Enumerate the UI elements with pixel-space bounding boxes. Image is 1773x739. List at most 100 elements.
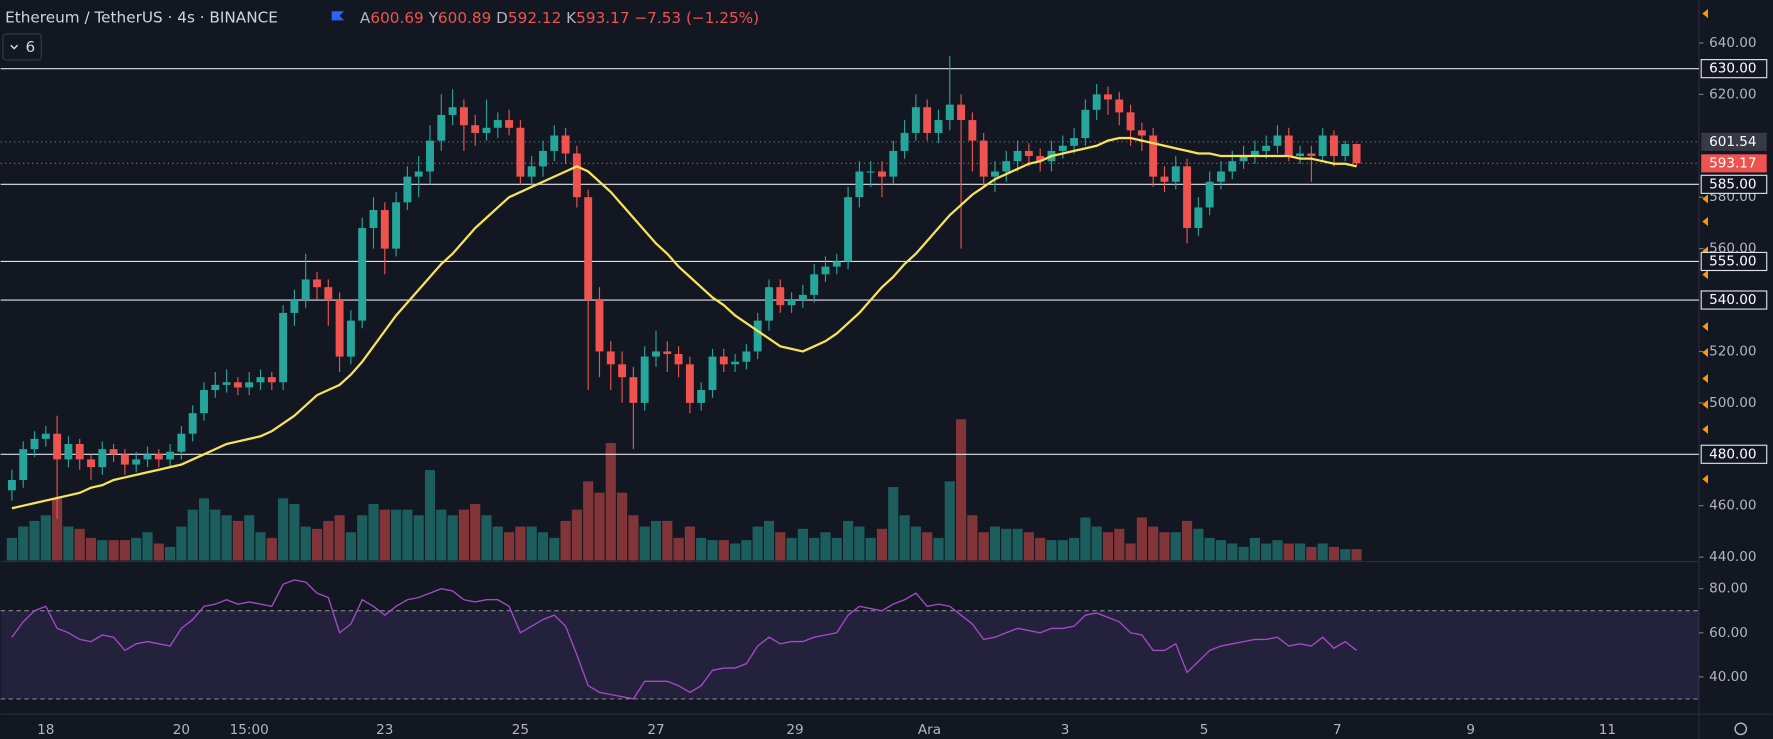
flag-icon <box>331 11 345 21</box>
volume-bar <box>899 515 910 561</box>
volume-bar <box>63 526 74 561</box>
change-value: −7.53 (−1.25%) <box>634 9 759 27</box>
candle-body <box>7 479 16 491</box>
volume-bar <box>413 515 424 561</box>
candle-body <box>855 171 864 198</box>
candle-body <box>561 135 570 154</box>
candle-body <box>685 364 694 403</box>
rsi-tick-label: 60.00 <box>1709 625 1748 641</box>
volume-bar <box>1294 543 1306 561</box>
candle-body <box>618 364 627 378</box>
volume-bar <box>978 532 989 561</box>
volume-bar <box>255 532 266 561</box>
candle-body <box>1330 135 1338 157</box>
volume-bar <box>820 532 831 561</box>
level-label: 480.00 <box>1709 446 1756 462</box>
x-tick-label: 29 <box>786 722 803 738</box>
volume-bar <box>1091 526 1102 561</box>
volume-bar <box>1238 546 1249 561</box>
candle-body <box>87 459 95 468</box>
close-label: K <box>566 9 577 27</box>
rsi-tick-label: 80.00 <box>1709 581 1748 597</box>
candle-body <box>188 413 197 434</box>
volume-bar <box>933 537 944 561</box>
volume-bar <box>492 526 503 561</box>
candle-body <box>527 166 536 177</box>
x-tick-label: 18 <box>37 722 54 738</box>
volume-bar <box>311 528 323 561</box>
candle-body <box>539 150 547 167</box>
candle-body <box>1228 161 1237 172</box>
volume-bar <box>1046 540 1057 561</box>
candle-body <box>900 132 909 151</box>
candle-body <box>844 197 853 262</box>
candle-body <box>629 377 638 403</box>
candle-body <box>1104 94 1112 100</box>
high-label: Y <box>428 9 439 27</box>
volume-bar <box>763 520 775 561</box>
volume-bar <box>210 509 221 561</box>
volume-bar <box>97 540 108 561</box>
candle-body <box>482 127 491 133</box>
volume-bar <box>797 528 808 561</box>
candle-body <box>832 261 841 267</box>
candle-body <box>798 294 807 301</box>
volume-bar <box>436 509 447 561</box>
low-label: D <box>496 9 508 27</box>
candle-body <box>448 107 457 115</box>
candle-body <box>392 202 401 249</box>
gear-icon[interactable] <box>1734 722 1748 736</box>
volume-bar <box>865 537 876 561</box>
volume-bar <box>18 526 29 561</box>
volume-bar <box>232 520 243 561</box>
candle-body <box>493 120 502 128</box>
volume-bar <box>1204 537 1215 561</box>
x-tick-label: 23 <box>376 722 393 738</box>
indicator-count[interactable]: 6 <box>25 38 35 56</box>
rsi-band <box>0 610 1699 699</box>
volume-bar <box>221 515 232 561</box>
chevron-icon[interactable] <box>10 44 19 50</box>
volume-bar <box>402 509 413 561</box>
volume-bar <box>1340 549 1351 561</box>
volume-bar <box>922 532 933 561</box>
open-value: 600.69 <box>370 9 423 27</box>
candle-body <box>923 107 932 133</box>
toggle-box[interactable] <box>2 33 42 61</box>
volume-bar <box>187 509 198 561</box>
rsi-line <box>11 579 1357 700</box>
candle-body <box>459 107 468 126</box>
candle-body <box>889 150 898 177</box>
candle-body <box>109 449 118 455</box>
volume-bar <box>368 503 379 561</box>
rsi-tick-label: 40.00 <box>1709 669 1748 685</box>
volume-bar <box>718 540 729 561</box>
x-tick-label: 3 <box>1061 722 1070 738</box>
volume-bar <box>583 481 594 561</box>
volume-bar <box>52 498 63 561</box>
candle-body <box>765 287 773 321</box>
volume-bar <box>752 526 763 561</box>
volume-bar <box>684 526 695 561</box>
volume-bar <box>85 537 97 561</box>
settings-icon[interactable] <box>1734 722 1748 736</box>
header: Ethereum / TetherUS · 4s · BINANCE A600.… <box>2 9 759 61</box>
candle-body <box>222 382 231 385</box>
candle-body <box>154 454 163 460</box>
volume-bar <box>323 520 334 561</box>
alert-marker <box>1702 474 1708 484</box>
volume-bar <box>379 509 390 561</box>
candle-body <box>177 433 186 452</box>
candle-body <box>550 135 559 151</box>
indicator-toggle[interactable]: 6 <box>2 33 42 61</box>
high-value: 600.89 <box>438 9 491 27</box>
last-price-box <box>1701 154 1767 173</box>
candle-body <box>1149 135 1158 177</box>
level-label: 555.00 <box>1709 253 1756 269</box>
candle-body <box>301 279 310 301</box>
alert-marker <box>1702 194 1708 204</box>
candle-body <box>810 274 819 295</box>
volume-bar <box>967 515 978 561</box>
candle-body <box>335 300 344 357</box>
